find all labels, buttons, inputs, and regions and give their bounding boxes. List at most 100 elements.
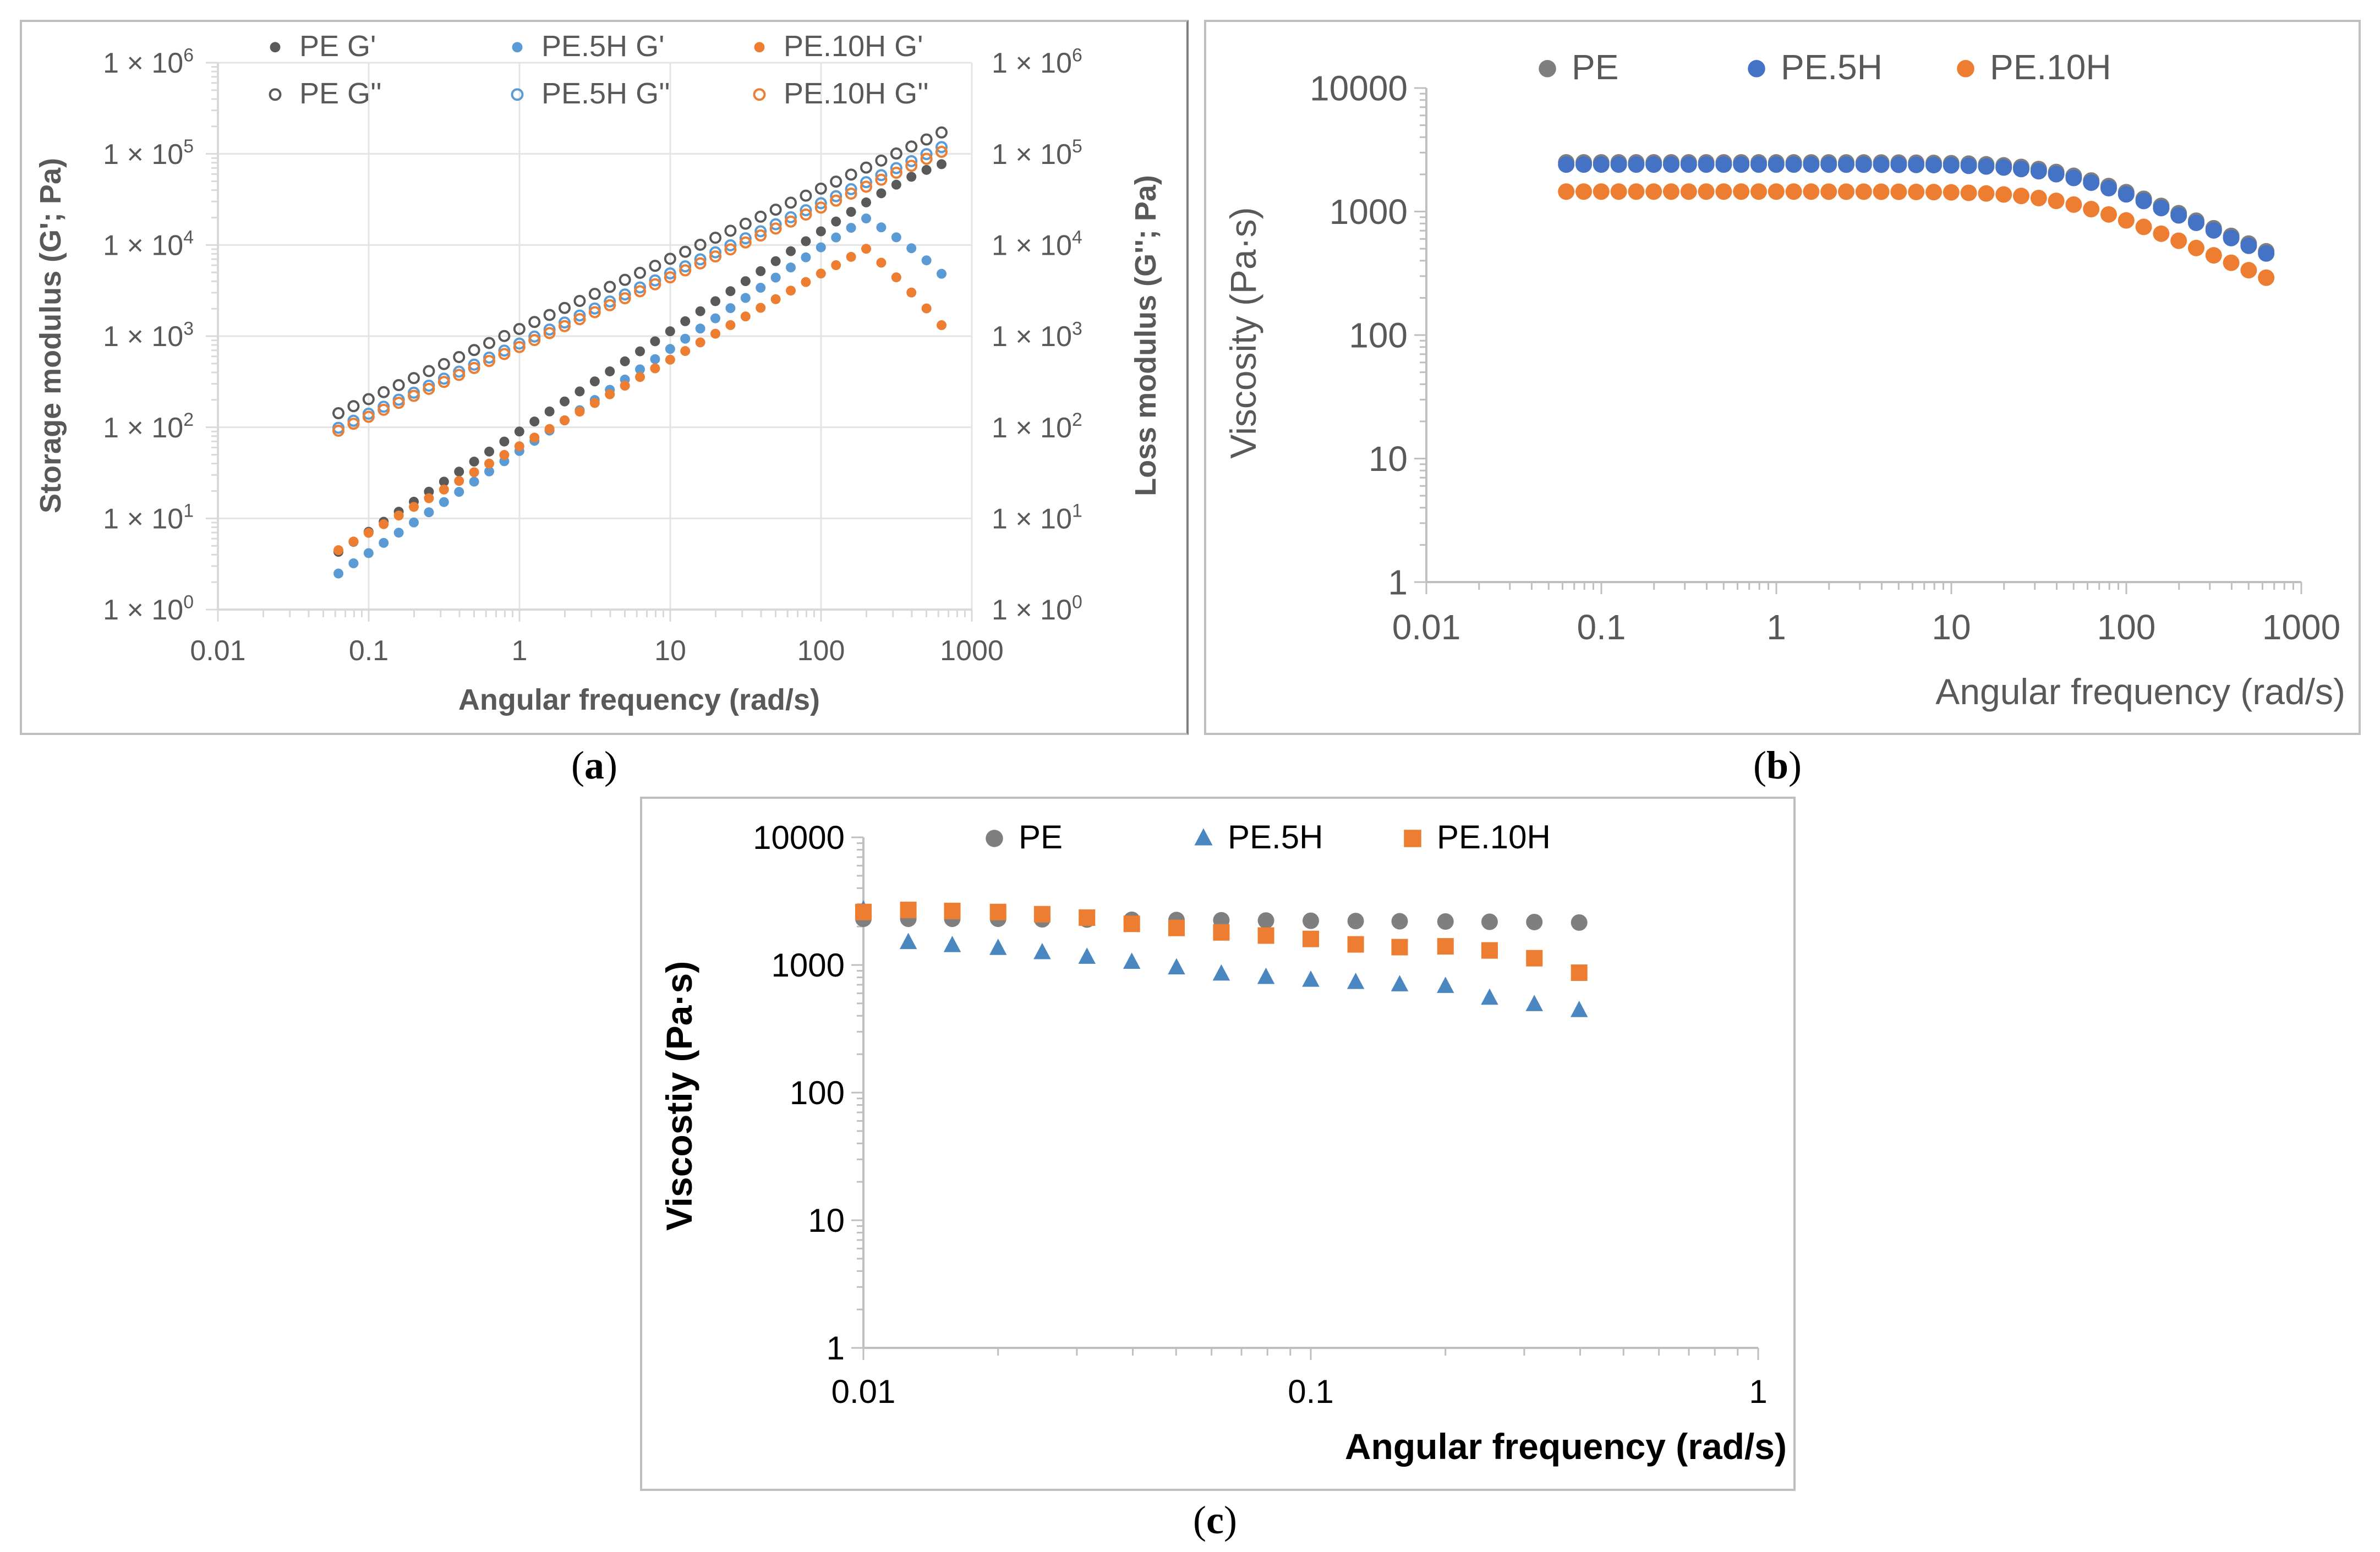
- series-1-point-1: [348, 558, 359, 568]
- series-3-point-40: [935, 126, 948, 139]
- series-1-point-9: [469, 476, 479, 487]
- series-1-point-23: [1960, 157, 1977, 174]
- series-2-point-39: [921, 303, 932, 314]
- series-1-point-4: [1628, 156, 1645, 173]
- series-2-point-8: [1698, 183, 1715, 200]
- legend-marker-0: [1539, 60, 1556, 78]
- series-4-point-13: [528, 330, 541, 343]
- series-4-point-25: [709, 246, 722, 259]
- y-tick-label-2: 100: [1349, 315, 1408, 355]
- y2-tick-label-6: 1 × 106: [992, 45, 1082, 79]
- series-5-point-37: [890, 166, 902, 179]
- series-1-point-20: [635, 364, 645, 375]
- series-2-point-4: [393, 511, 404, 521]
- series-2-point-40: [937, 320, 947, 331]
- series-1-point-10: [1302, 970, 1320, 987]
- series-2-point-31: [801, 277, 811, 287]
- series-0-point-26: [725, 286, 736, 297]
- series-2-point-30: [2083, 201, 2100, 218]
- y-axis-label: Viscostiy (Pa·s): [659, 961, 699, 1231]
- series-1-point-7: [439, 497, 449, 507]
- caption-a: (a): [571, 743, 617, 787]
- y-tick-label-0: 1: [1388, 562, 1408, 602]
- y2-tick-label-2: 1 × 102: [992, 409, 1082, 444]
- series-1-point-36: [2187, 215, 2204, 232]
- series-2-point-6: [424, 493, 434, 503]
- series-1-point-15: [1525, 995, 1543, 1011]
- series-2-point-34: [2153, 225, 2170, 242]
- legend-label-2: PE.10H: [1437, 819, 1551, 855]
- x-tick-label-3: 10: [654, 635, 686, 667]
- legend-label-0: PE G': [299, 30, 376, 63]
- series-1-point-5: [409, 517, 419, 528]
- series-3-point-12: [513, 322, 526, 335]
- series-2-point-7: [1168, 919, 1185, 936]
- series-0-point-37: [891, 179, 901, 190]
- series-2-point-33: [831, 260, 841, 270]
- series-2-point-29: [770, 294, 781, 304]
- series-3-point-39: [920, 133, 933, 146]
- series-4-point-15: [559, 316, 571, 329]
- series-2-point-39: [2240, 262, 2257, 279]
- series-1-point-2: [943, 935, 961, 952]
- series-2-point-29: [2065, 196, 2082, 213]
- series-1-point-40: [937, 268, 947, 279]
- series-2-point-7: [1680, 183, 1697, 200]
- series-1-point-32: [2118, 186, 2135, 203]
- series-1-point-7: [1680, 156, 1697, 173]
- legend-label-1: PE.5H: [1228, 819, 1323, 855]
- series-5-point-14: [543, 327, 556, 339]
- series-0-point-34: [846, 207, 856, 217]
- caption-a-letter: a: [584, 743, 604, 787]
- legend-marker-3: [269, 88, 282, 101]
- series-2-point-18: [605, 389, 615, 399]
- series-2-point-13: [1785, 183, 1802, 200]
- series-4-point-37: [890, 162, 902, 174]
- series-3-point-6: [423, 365, 435, 377]
- series-1-point-36: [876, 222, 887, 233]
- series-0-point-19: [620, 356, 630, 366]
- x-tick-label-5: 1000: [2262, 607, 2340, 647]
- series-3-point-19: [619, 273, 631, 286]
- series-3-point-15: [559, 301, 571, 314]
- series-3-point-13: [528, 316, 541, 328]
- series-1-point-22: [665, 344, 675, 354]
- series-5-point-21: [649, 278, 661, 290]
- y-tick-label-1: 10: [1369, 439, 1408, 479]
- series-1-point-26: [2012, 161, 2029, 178]
- series-0-point-21: [650, 336, 660, 347]
- y2-tick-label-5: 1 × 105: [992, 136, 1082, 171]
- series-0-point-28: [756, 266, 766, 276]
- legend-label-0: PE: [1019, 819, 1063, 855]
- series-4-point-27: [739, 232, 752, 245]
- y-tick-label-2: 100: [790, 1074, 845, 1111]
- x-tick-label-4: 100: [2097, 607, 2156, 647]
- series-2-point-8: [454, 476, 464, 486]
- caption-b-letter: b: [1766, 743, 1789, 787]
- series-2-point-10: [1733, 183, 1750, 200]
- x-axis-label: Angular frequency (rad/s): [458, 683, 820, 716]
- series-1-point-12: [1768, 156, 1785, 173]
- series-5-point-30: [785, 215, 797, 228]
- series-0-point-14: [544, 406, 555, 416]
- series-3-point-9: [468, 344, 480, 357]
- series-1-point-1: [899, 933, 917, 950]
- series-3-point-1: [347, 400, 360, 413]
- series-2-point-34: [846, 251, 856, 262]
- series-2-point-21: [1925, 184, 1942, 201]
- y-tick-label-6: 1 × 106: [103, 45, 194, 79]
- series-2-point-24: [695, 337, 705, 348]
- series-3-point-3: [377, 386, 390, 398]
- series-2-point-28: [756, 303, 766, 313]
- series-4-point-34: [845, 183, 857, 195]
- series-4-point-20: [634, 281, 647, 294]
- series-1-point-37: [2205, 222, 2222, 239]
- series-1-point-29: [2065, 169, 2082, 187]
- series-1-point-26: [725, 303, 736, 314]
- series-5-point-5: [408, 390, 420, 402]
- series-3-point-33: [830, 176, 842, 188]
- series-2-point-30: [786, 286, 796, 296]
- series-2-point-4: [1033, 906, 1051, 923]
- series-0-point-35: [861, 197, 872, 207]
- series-3-point-21: [649, 260, 661, 272]
